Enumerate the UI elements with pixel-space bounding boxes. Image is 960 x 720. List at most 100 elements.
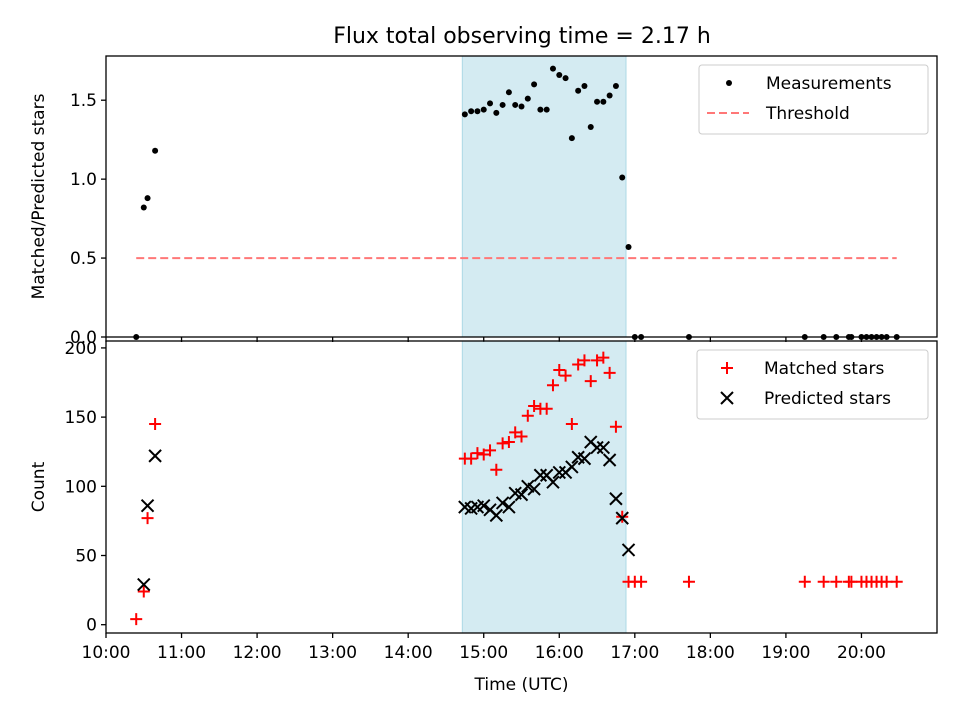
data-point xyxy=(524,95,531,102)
data-point xyxy=(575,87,582,94)
data-point xyxy=(600,98,607,105)
data-point xyxy=(477,498,491,513)
y-tick-label: 0.5 xyxy=(70,249,97,269)
legend-box xyxy=(698,64,929,135)
data-point xyxy=(682,575,695,588)
y-axis-label: Matched/Predicted stars xyxy=(29,93,49,299)
data-point xyxy=(528,400,541,413)
x-tick-label: 12:00 xyxy=(233,643,282,663)
data-point xyxy=(468,108,475,115)
data-point xyxy=(140,498,155,513)
series-matched-stars xyxy=(130,351,903,626)
x-tick-label: 17:00 xyxy=(610,643,659,663)
data-point xyxy=(625,244,632,251)
data-point xyxy=(533,468,548,482)
data-point xyxy=(493,109,500,116)
data-point xyxy=(880,575,893,588)
axes-frame xyxy=(105,340,938,634)
legend-label: Measurements xyxy=(766,74,892,94)
legend-box xyxy=(696,349,929,420)
data-point xyxy=(546,379,559,392)
data-point xyxy=(553,364,566,377)
x-axis-label: Time (UTC) xyxy=(474,675,569,695)
data-point xyxy=(512,101,519,108)
data-point xyxy=(581,82,588,89)
legend-label: Predicted stars xyxy=(764,389,891,409)
data-point xyxy=(890,575,903,588)
data-point xyxy=(537,106,544,113)
data-point xyxy=(495,496,510,510)
y-tick-label: 1.0 xyxy=(70,170,97,190)
data-point xyxy=(596,440,611,455)
data-point xyxy=(615,511,629,525)
data-point xyxy=(577,451,592,466)
data-point xyxy=(565,418,578,431)
x-tick-label: 13:00 xyxy=(308,643,357,663)
data-point xyxy=(590,440,604,455)
y-tick-label: 200 xyxy=(65,339,97,359)
data-point xyxy=(505,89,512,96)
data-point xyxy=(606,92,613,99)
data-point xyxy=(619,174,626,181)
data-point xyxy=(152,147,159,154)
data-point xyxy=(559,369,572,382)
data-point xyxy=(584,375,597,388)
legend: Measurements Threshold xyxy=(698,64,929,135)
data-point xyxy=(148,449,162,463)
data-point xyxy=(521,409,534,422)
x-tick-label: 19:00 xyxy=(761,643,810,663)
data-point xyxy=(489,508,504,523)
axes-frame xyxy=(105,55,938,338)
data-point xyxy=(798,575,811,588)
data-point xyxy=(568,135,575,142)
data-point xyxy=(140,204,147,211)
data-point xyxy=(130,613,143,626)
x-tick-label: 16:00 xyxy=(535,643,584,663)
data-point xyxy=(578,354,591,367)
y-tick-label: 0.0 xyxy=(70,328,97,348)
data-point xyxy=(549,65,556,72)
series-predicted-stars xyxy=(137,435,636,592)
data-point xyxy=(518,103,525,110)
shaded-interval xyxy=(461,340,627,634)
data-point xyxy=(572,358,585,371)
data-point xyxy=(602,453,617,467)
data-point xyxy=(587,124,594,131)
data-point xyxy=(591,354,604,367)
data-point xyxy=(515,430,528,443)
y-tick-label: 50 xyxy=(75,547,97,567)
data-point xyxy=(594,98,601,105)
data-point xyxy=(531,81,538,88)
y-axis-label: Count xyxy=(29,461,49,512)
chart-title: Flux total observing time = 2.17 h xyxy=(333,24,711,49)
data-point xyxy=(487,100,494,107)
data-point xyxy=(474,108,481,115)
data-point xyxy=(562,75,569,82)
data-point xyxy=(609,492,623,506)
data-point xyxy=(502,500,516,514)
data-point xyxy=(830,575,843,588)
data-point xyxy=(149,418,162,431)
x-tick-label: 20:00 xyxy=(837,643,886,663)
data-point xyxy=(546,475,560,489)
y-tick-label: 0 xyxy=(86,616,97,636)
legend-marker xyxy=(721,362,733,374)
data-point xyxy=(609,420,622,433)
data-point xyxy=(603,366,616,379)
y-tick-label: 150 xyxy=(65,408,97,428)
legend-label: Matched stars xyxy=(764,359,884,379)
data-point xyxy=(540,402,553,415)
data-point xyxy=(514,487,529,502)
legend-label: Threshold xyxy=(765,104,850,124)
legend-marker xyxy=(726,80,732,86)
x-tick-label: 11:00 xyxy=(157,643,206,663)
data-point xyxy=(543,106,550,113)
data-point xyxy=(635,575,648,588)
x-tick-label: 18:00 xyxy=(686,643,735,663)
x-tick-label: 14:00 xyxy=(384,643,433,663)
data-point xyxy=(490,463,503,476)
data-point xyxy=(471,447,484,460)
data-point xyxy=(480,106,487,113)
data-point xyxy=(144,195,151,202)
